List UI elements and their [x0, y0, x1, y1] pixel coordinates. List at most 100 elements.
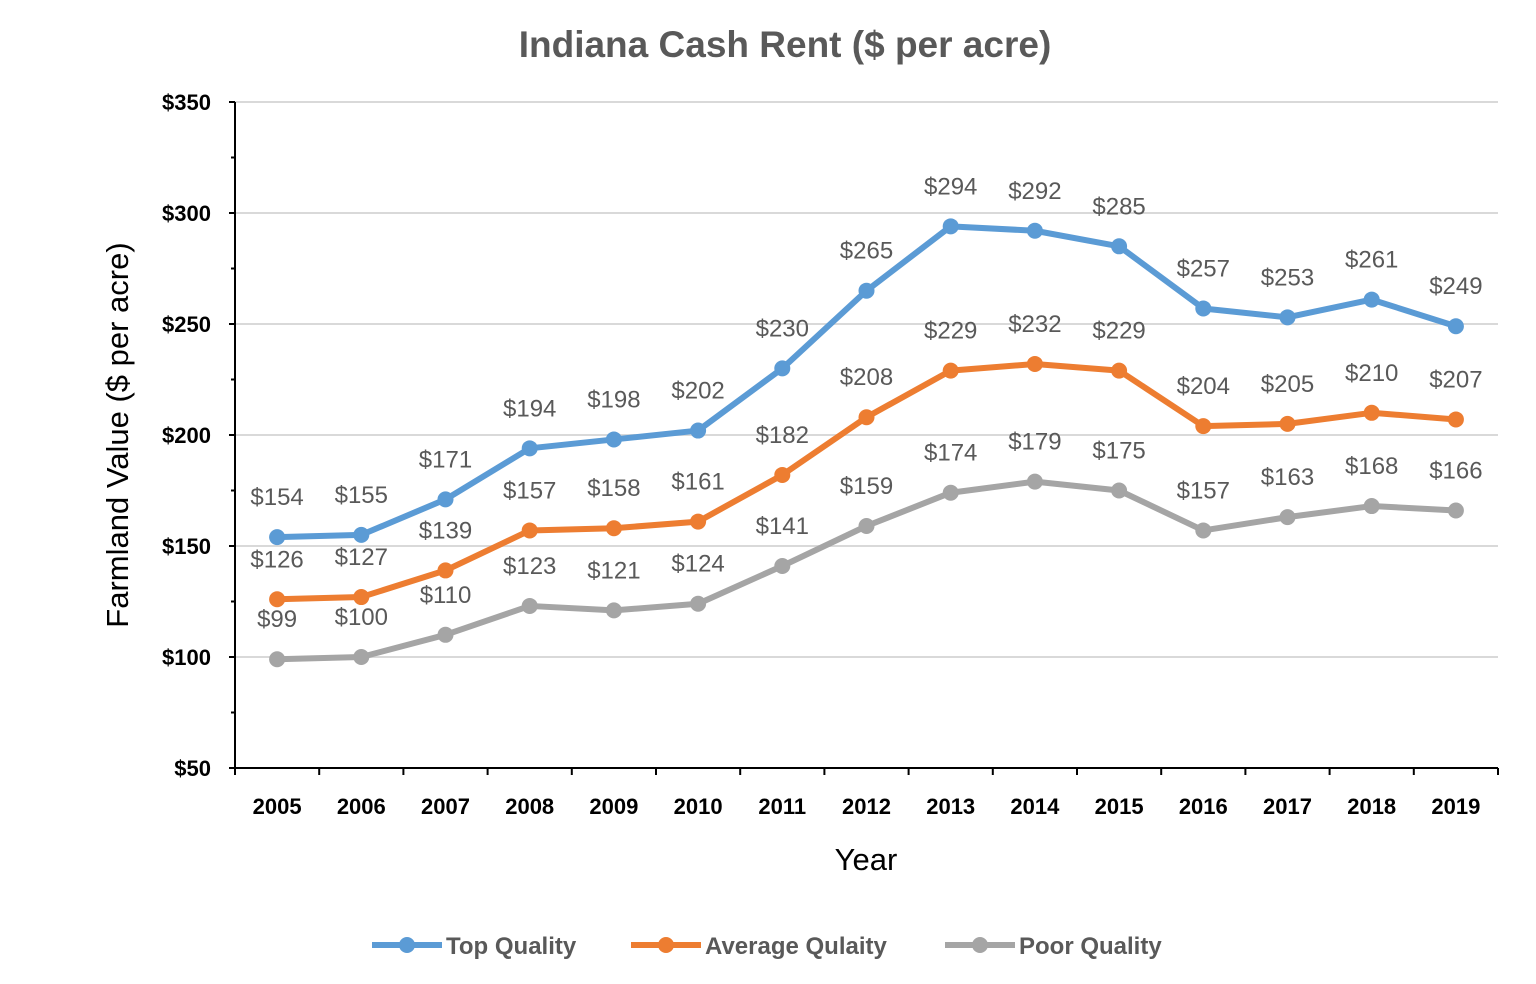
x-tick-label: 2019: [1431, 794, 1480, 819]
data-label: $179: [1008, 429, 1061, 456]
x-tick-label: 2006: [337, 794, 386, 819]
data-point: [605, 602, 622, 619]
data-label: $198: [587, 386, 640, 413]
data-labels: $154 $155 $171 $194 $198 $202 $230 $265 $294 $292…: [250, 173, 1482, 633]
data-label: $175: [1092, 438, 1145, 465]
data-point: [774, 466, 791, 483]
data-point: [1195, 300, 1212, 317]
x-tick-label: 2016: [1179, 794, 1228, 819]
legend: Top Quality Average Qulaity Poor Quality: [372, 933, 1162, 960]
data-label: $154: [250, 484, 303, 511]
legend-label: Top Quality: [446, 933, 577, 960]
data-point: [437, 562, 454, 579]
legend-label: Poor Quality: [1019, 933, 1162, 960]
data-point: [1279, 415, 1296, 432]
y-tick-label: $100: [162, 645, 211, 670]
data-point: [605, 520, 622, 537]
legend-marker: [972, 937, 988, 953]
data-point: [1447, 502, 1464, 519]
data-point: [1279, 509, 1296, 526]
data-label: $110: [420, 582, 472, 609]
data-label: $121: [587, 557, 640, 584]
data-label: $155: [335, 482, 388, 509]
data-point: [1195, 418, 1212, 435]
data-label: $168: [1345, 453, 1398, 480]
legend-marker: [399, 937, 415, 953]
series-line-2: [277, 478, 1457, 663]
x-tick-label: 2011: [758, 794, 806, 819]
data-label: $285: [1092, 193, 1145, 220]
data-point: [605, 431, 622, 448]
y-tick-label: $200: [162, 423, 211, 448]
data-point: [858, 409, 875, 426]
data-label: $294: [924, 173, 977, 200]
legend-marker: [658, 937, 674, 953]
data-point: [353, 589, 370, 606]
x-tick-label: 2015: [1095, 794, 1144, 819]
chart-title: Indiana Cash Rent ($ per acre): [519, 24, 1052, 65]
data-label: $249: [1429, 273, 1482, 300]
data-point: [1363, 498, 1380, 515]
data-point: [942, 362, 959, 379]
x-tick-label: 2009: [589, 794, 638, 819]
data-point: [942, 218, 959, 235]
data-label: $232: [1008, 311, 1061, 338]
data-label: $100: [335, 604, 388, 631]
data-point: [353, 526, 370, 543]
data-point: [942, 484, 959, 501]
data-label: $161: [671, 469, 724, 496]
data-label: $174: [924, 440, 977, 467]
data-label: $124: [671, 551, 724, 578]
data-point: [1195, 522, 1212, 539]
data-label: $229: [1092, 318, 1145, 345]
data-label: $210: [1345, 360, 1398, 387]
data-point: [269, 591, 286, 608]
data-point: [521, 597, 538, 614]
data-point: [1111, 362, 1128, 379]
data-label: $159: [840, 473, 893, 500]
y-tick-label: $300: [162, 201, 211, 226]
data-point: [1363, 291, 1380, 308]
x-tick-label: 2013: [926, 794, 975, 819]
x-axis-label: Year: [835, 842, 898, 877]
data-label: $166: [1429, 457, 1482, 484]
data-point: [858, 282, 875, 299]
data-point: [1026, 473, 1043, 490]
data-label: $157: [503, 477, 556, 504]
x-tick-label: 2017: [1263, 794, 1312, 819]
y-axis-label: Farmland Value ($ per acre): [100, 242, 135, 627]
data-label: $208: [840, 364, 893, 391]
x-tick-label: 2014: [1010, 794, 1060, 819]
gridlines: [235, 101, 1498, 658]
data-label: $230: [756, 315, 809, 342]
data-label: $205: [1261, 371, 1314, 398]
data-point: [521, 440, 538, 457]
data-point: [437, 626, 454, 643]
data-point: [1279, 309, 1296, 326]
data-label: $207: [1429, 366, 1482, 393]
data-point: [269, 651, 286, 668]
axes: [229, 101, 1499, 775]
data-label: $261: [1345, 247, 1398, 274]
data-label: $182: [756, 422, 809, 449]
x-tick-label: 2005: [253, 794, 302, 819]
x-tick-label: 2008: [505, 794, 554, 819]
data-point: [1026, 222, 1043, 239]
data-point: [1447, 411, 1464, 428]
data-point: [690, 422, 707, 439]
data-point: [774, 360, 791, 377]
data-label: $141: [756, 513, 809, 540]
y-tick-label: $50: [174, 756, 211, 781]
data-label: $229: [924, 318, 977, 345]
data-label: $123: [503, 553, 556, 580]
series-group: [269, 218, 1464, 668]
data-label: $99: [257, 606, 297, 633]
data-label: $158: [587, 475, 640, 502]
data-label: $257: [1177, 255, 1230, 282]
data-label: $253: [1261, 264, 1314, 291]
data-label: $163: [1261, 464, 1314, 491]
x-tick-labels: 2005 2006 2007 2008 2009 2010 2011 2012 2013 2014…: [253, 794, 1481, 819]
data-label: $139: [419, 517, 472, 544]
data-point: [1111, 482, 1128, 499]
